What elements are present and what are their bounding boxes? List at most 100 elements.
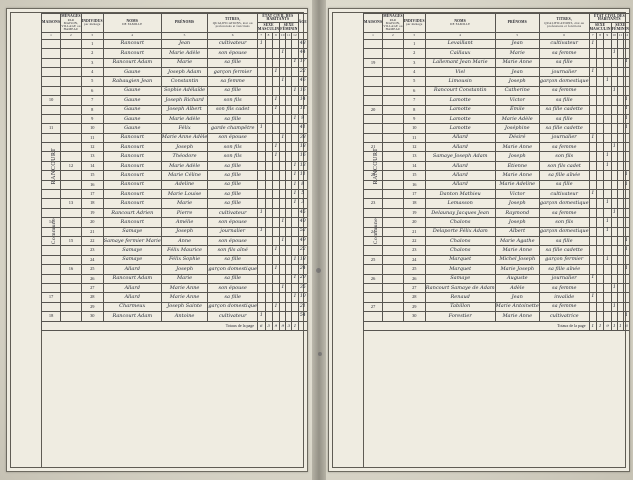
garcons-cell <box>271 282 281 294</box>
individu-cell: 21 <box>402 226 426 238</box>
individu-cell: 10 <box>80 123 104 134</box>
veufs-cell <box>264 264 273 275</box>
table-row: 19 3 Lallemant Jean Marie Marie Anne sa fill… <box>362 57 629 68</box>
maries-cell <box>257 282 266 294</box>
individu-cell: 16 <box>80 179 104 191</box>
nom-cell: Gaune <box>102 123 162 134</box>
age-cell: 3 <box>297 198 307 209</box>
veufs-cell <box>596 76 605 87</box>
nom-cell: Lemasson <box>424 198 496 209</box>
titre-cell: sa fille <box>207 179 259 191</box>
garcons-cell <box>603 123 612 134</box>
maries-cell <box>588 217 598 228</box>
prenom-cell: Jean <box>494 66 540 78</box>
maries-cell <box>257 273 266 284</box>
maries-cell <box>588 85 598 97</box>
individu-cell: 20 <box>402 217 426 228</box>
maison-cell <box>362 264 384 275</box>
veufs-cell <box>264 245 273 256</box>
observations-cell <box>306 160 307 172</box>
age-cell: 46 <box>297 76 307 87</box>
th-age: ÂGE <box>297 13 307 33</box>
nom-cell: Viel <box>424 66 496 78</box>
observations-cell <box>306 311 307 322</box>
nom-cell: Renaud <box>424 292 496 303</box>
titre-cell: sa femme <box>538 85 590 97</box>
nom-cell: Rancourt <box>102 48 162 59</box>
th-prenoms: PRÉNOMS <box>160 13 209 33</box>
census-table-left: MAISONS MÉNAGES PAR MAISON, VILLAGE ou HA… <box>40 12 307 331</box>
maison-cell: 23 <box>362 198 384 209</box>
nom-cell: Chalons <box>424 245 496 256</box>
nom-cell: Lallemant Jean Marie <box>424 57 496 68</box>
garcons-cell <box>271 85 281 97</box>
individu-cell: 3 <box>80 57 104 68</box>
garcons-cell <box>271 217 281 228</box>
book-gutter <box>312 0 326 480</box>
garcons-cell <box>603 189 612 200</box>
menage-cell <box>60 48 82 59</box>
veufs-cell <box>596 104 605 115</box>
th-noms: NOMS DE FAMILLE <box>102 13 162 33</box>
table-row: 9 Gaune Marie Adèle sa fille 1 9 <box>40 113 307 125</box>
maries-cell <box>588 198 598 209</box>
titre-cell: son épouse <box>207 235 259 247</box>
th-sexe-masculin: SEXE MASCULIN <box>588 22 612 33</box>
nom-cell: Allard <box>424 179 496 191</box>
individu-cell: 26 <box>402 273 426 284</box>
menage-cell <box>382 226 404 238</box>
nom-cell: Samaye <box>102 226 162 238</box>
garcons-cell <box>271 76 281 87</box>
prenom-cell: Joseph <box>160 226 209 238</box>
garcons-cell <box>603 179 612 191</box>
menage-cell <box>60 226 82 238</box>
th-individus: INDIVIDUS par ménage <box>80 13 104 33</box>
individu-cell: 27 <box>80 282 104 294</box>
nom-cell: Gaune <box>102 95 162 106</box>
individu-cell: 28 <box>402 292 426 303</box>
nom-cell: Chalons <box>424 235 496 247</box>
individu-cell: 6 <box>80 85 104 97</box>
nom-cell: Lamotte <box>424 95 496 106</box>
prenom-cell: Joseph <box>494 151 540 162</box>
table-row: 23 Samaye Félix Maurice son fils aîné 1 22 <box>40 245 307 256</box>
veufs-cell <box>264 292 273 303</box>
maries-cell <box>588 179 598 191</box>
titre-cell: sa femme <box>538 207 590 219</box>
maries-cell: 1 <box>257 207 266 219</box>
age-cell: 10 <box>297 292 307 303</box>
garcons-cell <box>271 198 281 209</box>
titre-cell: sa fille aînée <box>538 170 590 181</box>
maison-cell <box>40 282 62 294</box>
titre-cell: sa fille <box>207 57 259 68</box>
garcons-cell <box>603 132 612 144</box>
nom-cell: Rancourt <box>102 170 162 181</box>
maries-cell <box>257 85 266 97</box>
maison-cell <box>40 235 62 247</box>
garcons-cell: 1 <box>271 104 281 115</box>
table-row: 6 Gaune Sophie Adélaïde sa fille 1 16 <box>40 85 307 97</box>
prenom-cell: Joseph <box>160 142 209 153</box>
menage-cell <box>60 273 82 284</box>
maries-cell: 1 <box>588 66 598 78</box>
totals-label-left: Totaux de la page <box>40 320 259 331</box>
table-row: 24 21 Delaporte Félix Adam Albert garçon dom… <box>362 226 629 238</box>
maison-cell: 17 <box>40 292 62 303</box>
individu-cell: 14 <box>402 160 426 172</box>
veufs-cell <box>596 254 605 266</box>
observations-cell <box>306 57 307 68</box>
garcons-cell <box>271 311 281 322</box>
veufs-cell <box>596 198 605 209</box>
garcons-cell <box>603 48 612 59</box>
garcons-cell: 1 <box>603 217 612 228</box>
nom-cell: Gaune <box>102 85 162 97</box>
maison-cell <box>40 226 62 238</box>
individu-cell: 29 <box>402 301 426 313</box>
titre-cell: sa fille <box>207 113 259 125</box>
veufs-cell <box>596 282 605 294</box>
titre-cell: son fils aîné <box>207 245 259 256</box>
th-noms: NOMS DE FAMILLE <box>424 13 496 33</box>
maison-cell: 20 <box>362 104 384 115</box>
garcons-cell <box>603 57 612 68</box>
